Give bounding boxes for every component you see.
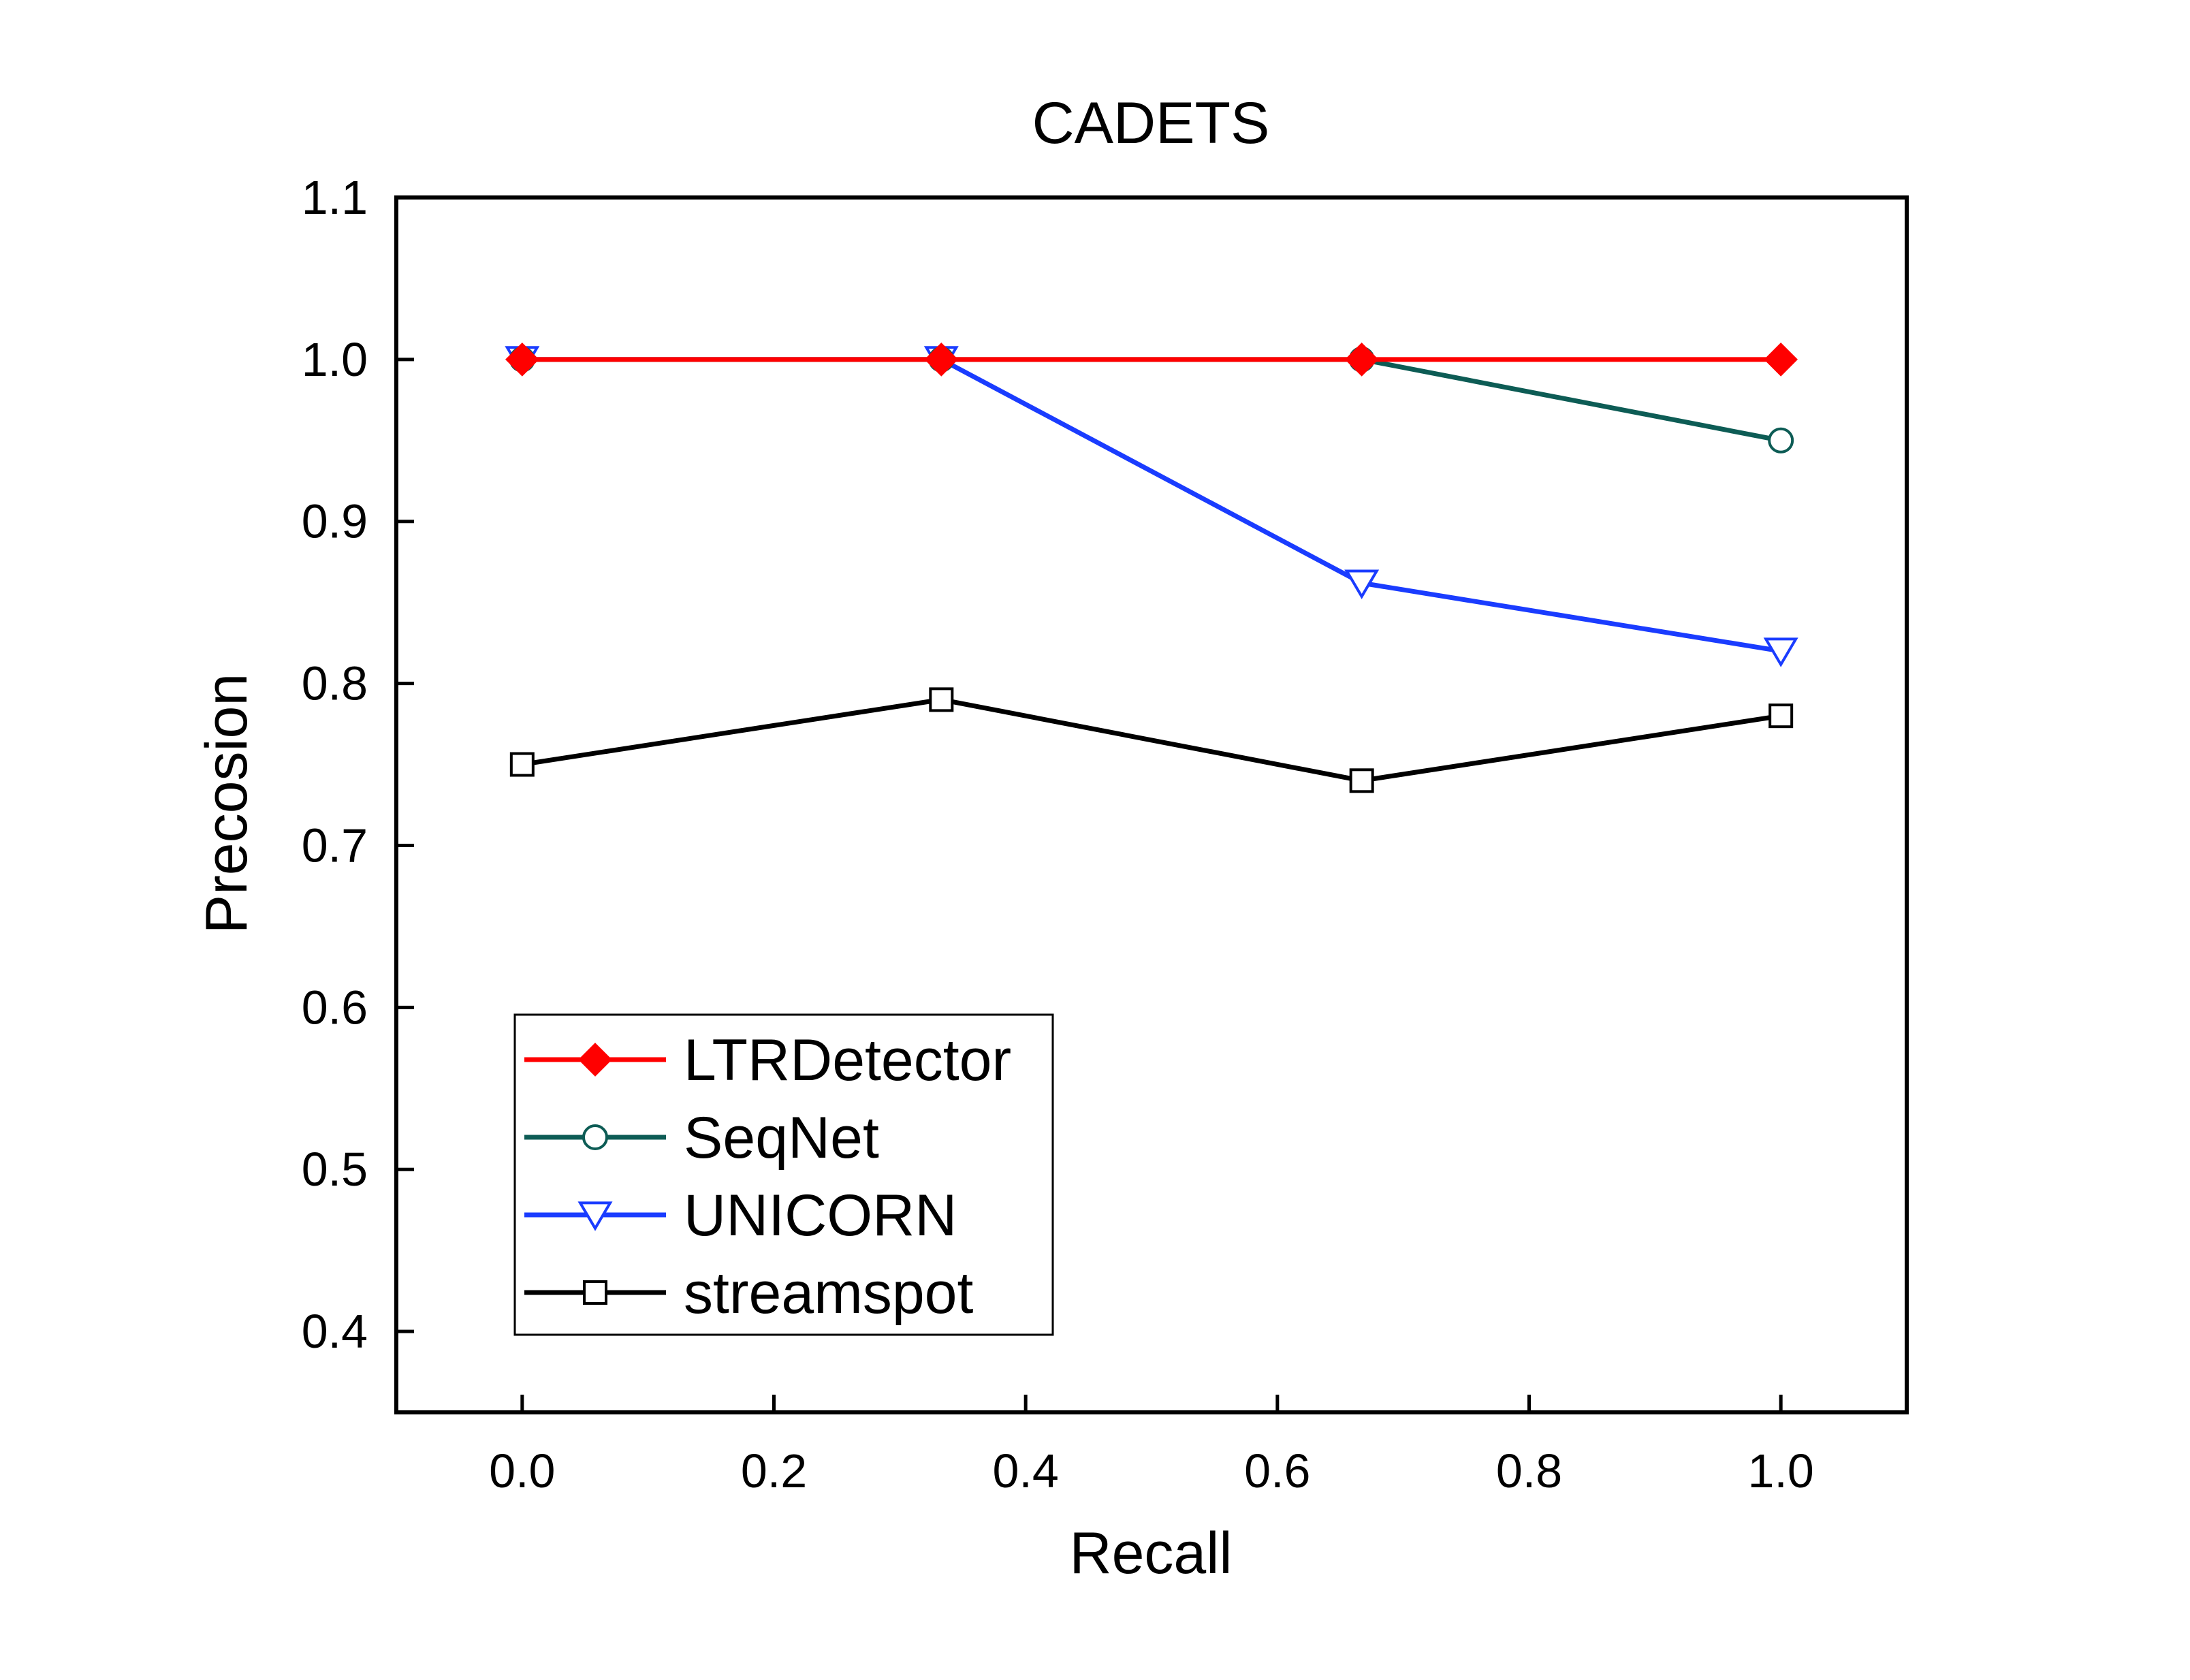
legend-item: LTRDetector [524, 1028, 1011, 1093]
y-tick-label: 0.5 [302, 1143, 368, 1196]
plot-area [394, 195, 1909, 1414]
y-tick-label: 1.0 [302, 333, 368, 386]
x-tick-label: 0.8 [1496, 1444, 1562, 1497]
legend-item: SeqNet [524, 1105, 879, 1171]
x-tick-label: 0.0 [489, 1444, 555, 1497]
legend-marker [577, 1201, 613, 1231]
x-tick-label: 1.0 [1748, 1444, 1814, 1497]
y-tick-label: 0.9 [302, 495, 368, 548]
series-ltrdetector [505, 343, 1798, 377]
chart-title: CADETS [1032, 91, 1270, 156]
data-point [929, 687, 954, 712]
data-point [1344, 569, 1380, 599]
series-streamspot [509, 687, 1794, 793]
legend-marker [583, 1280, 607, 1305]
x-axis-ticks: 0.0 0.2 0.4 0.6 0.8 1.0 [489, 1395, 1814, 1497]
x-tick-label: 0.2 [741, 1444, 807, 1497]
data-point [1768, 427, 1794, 454]
legend-item: UNICORN [524, 1183, 957, 1248]
data-point [1764, 343, 1798, 377]
data-point [1344, 343, 1379, 377]
legend: LTRDetector SeqNet UNICORN streamspot [513, 1013, 1054, 1336]
x-axis-label: Recall [1070, 1521, 1233, 1586]
data-point [924, 343, 959, 377]
data-point [509, 752, 535, 777]
y-tick-label: 1.1 [302, 171, 368, 224]
legend-marker [582, 1124, 608, 1150]
legend-label: LTRDetector [684, 1028, 1011, 1093]
data-point [1349, 768, 1374, 793]
series-line [522, 697, 1781, 783]
series-line [522, 357, 1781, 443]
y-axis-label: Precosion [194, 673, 259, 934]
x-tick-label: 0.6 [1244, 1444, 1310, 1497]
series-layer [505, 343, 1798, 793]
y-tick-label: 0.7 [302, 819, 368, 872]
data-point [505, 343, 539, 377]
plot-frame [394, 195, 1909, 1414]
series-seqnet [509, 346, 1794, 454]
x-tick-label: 0.4 [993, 1444, 1059, 1497]
series-unicorn [505, 346, 1798, 667]
legend-marker [578, 1043, 612, 1077]
data-point [1763, 637, 1798, 667]
data-point [1768, 703, 1794, 729]
legend-label: streamspot [684, 1261, 973, 1326]
y-tick-label: 0.6 [302, 981, 368, 1034]
legend-label: UNICORN [684, 1183, 957, 1248]
legend-label: SeqNet [684, 1105, 879, 1171]
y-tick-label: 0.8 [302, 657, 368, 710]
legend-item: streamspot [524, 1261, 973, 1326]
y-axis-ticks: 0.4 0.5 0.6 0.7 0.8 0.9 1.0 1.1 [302, 171, 414, 1358]
y-tick-label: 0.4 [302, 1305, 368, 1358]
